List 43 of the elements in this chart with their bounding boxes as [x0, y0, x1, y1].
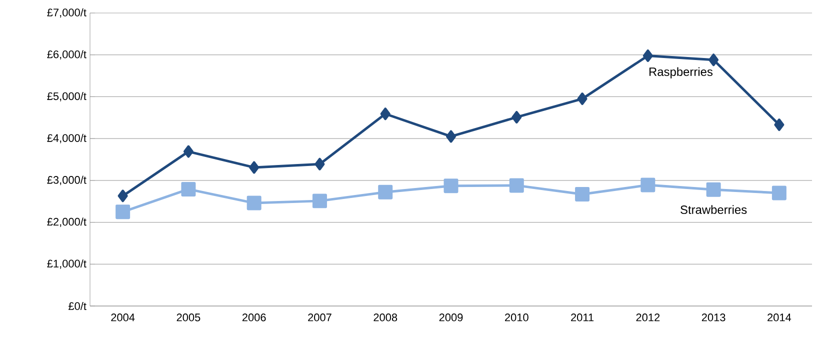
y-tick-label: £0/t — [68, 302, 86, 310]
point — [575, 186, 590, 202]
x-tick-label: 2004 — [111, 314, 135, 322]
series-label: Strawberries — [680, 205, 747, 214]
y-tick-label: £7,000/t — [47, 8, 86, 18]
series-label: Raspberries — [649, 67, 713, 78]
x-tick-label: 2010 — [505, 314, 528, 322]
point — [577, 92, 588, 106]
x-tick-label: 2009 — [439, 314, 463, 322]
point — [118, 190, 128, 202]
x-tick-label: 2014 — [768, 314, 792, 322]
point — [181, 182, 196, 196]
point — [183, 145, 194, 158]
point — [444, 178, 458, 194]
point — [640, 178, 656, 192]
y-tick-label: £4,000/t — [47, 134, 86, 144]
x-tick-label: 2012 — [636, 314, 660, 322]
y-tick-label: £3,000/t — [47, 176, 86, 186]
point — [708, 54, 719, 66]
point — [446, 130, 456, 143]
x-tick-label: 2011 — [571, 314, 594, 322]
point — [706, 182, 721, 197]
point — [772, 186, 786, 200]
x-tick-label: 2007 — [308, 314, 332, 322]
point — [246, 196, 262, 210]
y-tick-label: £2,000/t — [47, 218, 86, 227]
point — [378, 184, 393, 200]
x-tick-label: 2008 — [374, 314, 398, 322]
point — [249, 161, 260, 174]
x-tick-label: 2006 — [242, 314, 266, 322]
point — [116, 204, 130, 220]
point — [314, 158, 325, 170]
point — [642, 49, 653, 62]
point — [774, 118, 784, 132]
point — [512, 110, 522, 124]
y-tick-label: £6,000/t — [47, 50, 86, 60]
y-tick-label: £5,000/t — [47, 92, 86, 102]
point — [312, 194, 327, 208]
y-tick-label: £1,000/t — [47, 259, 86, 269]
x-tick-label: 2013 — [702, 314, 726, 322]
x-tick-label: 2005 — [176, 314, 200, 322]
point — [380, 108, 390, 120]
point — [509, 178, 524, 193]
